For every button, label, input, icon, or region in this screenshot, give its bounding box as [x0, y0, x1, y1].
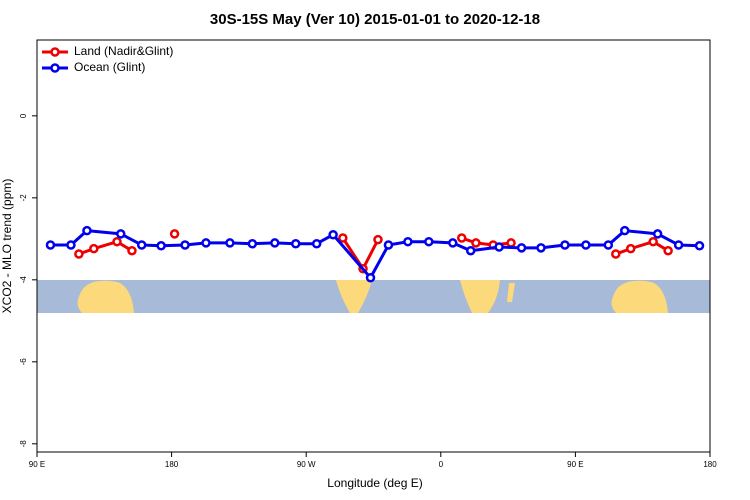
data-point — [66, 240, 76, 250]
data-point — [365, 273, 376, 283]
legend-label: Ocean (Glint) — [74, 60, 145, 74]
data-point — [328, 229, 338, 240]
data-point — [536, 243, 546, 253]
data-point — [169, 229, 180, 239]
data-point — [694, 241, 705, 251]
data-point — [373, 234, 383, 245]
x-tick-label: 180 — [703, 460, 717, 469]
y-tick-label: -4 — [19, 276, 28, 284]
data-point — [465, 245, 476, 256]
data-point — [201, 238, 211, 248]
legend-marker — [50, 47, 60, 57]
map-band — [37, 280, 710, 313]
data-point — [270, 238, 280, 248]
data-point — [180, 240, 190, 250]
data-point — [620, 225, 630, 236]
data-point — [116, 229, 126, 239]
data-point — [516, 243, 527, 253]
data-point — [156, 241, 166, 251]
plot-frame — [36, 39, 711, 453]
data-point — [136, 240, 147, 250]
data-point — [603, 240, 614, 250]
data-point — [311, 238, 322, 249]
data-point — [648, 236, 658, 247]
data-point — [456, 233, 467, 243]
data-point — [112, 236, 122, 247]
x-tick-label: 180 — [165, 460, 179, 469]
data-point — [290, 238, 301, 249]
data-point — [225, 238, 235, 248]
data-point — [560, 240, 570, 250]
data-point — [338, 233, 348, 243]
y-tick-label: -8 — [19, 440, 28, 448]
x-tick-label: 0 — [439, 460, 444, 469]
data-point — [247, 238, 258, 249]
y-tick-label: -6 — [19, 358, 28, 366]
data-point — [448, 238, 458, 248]
data-point — [82, 225, 92, 236]
data-point — [673, 240, 684, 250]
legend-marker — [50, 63, 60, 73]
legend-label: Land (Nadir&Glint) — [74, 44, 173, 58]
x-tick-label: 90 W — [297, 460, 316, 469]
data-point — [506, 238, 516, 248]
data-point — [403, 236, 413, 247]
data-point — [652, 229, 663, 239]
y-tick-label: -2 — [19, 194, 28, 202]
data-point — [424, 236, 434, 247]
y-tick-label: 0 — [19, 113, 28, 118]
data-point — [625, 243, 636, 254]
data-point — [127, 245, 137, 256]
data-point — [611, 249, 621, 259]
chart-title: 30S-15S May (Ver 10) 2015-01-01 to 2020-… — [210, 11, 540, 28]
series-line — [78, 236, 669, 271]
y-axis-label: XCO2 - MLO trend (ppm) — [0, 179, 14, 314]
data-point — [663, 245, 673, 256]
data-point — [581, 240, 591, 250]
data-point — [383, 240, 394, 250]
data-point — [494, 242, 504, 252]
x-tick-label: 90 E — [567, 460, 583, 469]
x-axis-label: Longitude (deg E) — [327, 476, 422, 490]
data-point — [74, 249, 84, 259]
data-point — [471, 238, 481, 248]
data-point — [45, 240, 56, 250]
data-point — [89, 243, 99, 254]
x-tick-label: 90 E — [29, 460, 45, 469]
